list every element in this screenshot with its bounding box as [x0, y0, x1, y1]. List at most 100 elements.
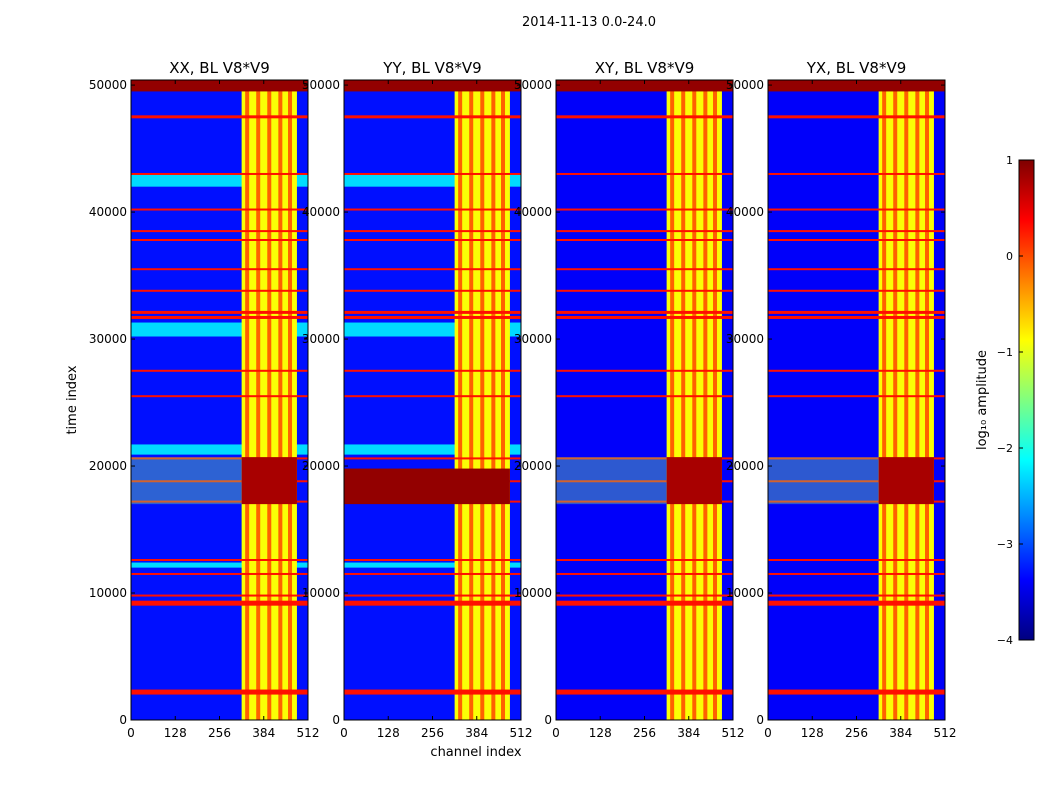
- flagged-row: [556, 310, 733, 314]
- y-tick-label: 10000: [726, 586, 764, 600]
- rfi-band-line: [681, 80, 686, 720]
- flagged-row: [131, 172, 308, 175]
- flagged-row: [344, 289, 521, 292]
- colorbar-tick-label: −4: [997, 634, 1013, 647]
- flagged-row: [556, 480, 733, 483]
- x-tick-label: 384: [677, 726, 700, 740]
- rfi-band-line: [925, 80, 930, 720]
- rfi-band-line: [480, 80, 485, 720]
- rfi-band-line: [469, 80, 474, 720]
- rfi-band-line: [278, 80, 283, 720]
- y-tick-label: 50000: [726, 78, 764, 92]
- x-axis-label: channel index: [430, 745, 521, 760]
- flagged-row: [556, 572, 733, 575]
- colorbar-scale: [1018, 159, 1035, 641]
- colorbar: 1 0 −1 −2 −3 −4: [997, 154, 1035, 647]
- rfi-band-line: [713, 80, 718, 720]
- y-tick-label: 0: [119, 713, 127, 727]
- rfi-band-line: [267, 80, 272, 720]
- heatmap-panels: XX, BL V8*V9 0 128 256 384 512 0 10000 20000 3000…: [89, 59, 957, 740]
- flagged-row: [344, 457, 521, 460]
- flagged-row: [556, 594, 733, 597]
- flagged-row: [556, 395, 733, 398]
- panel-body: [556, 80, 733, 720]
- flagged-row: [344, 559, 521, 561]
- x-tick-label: 128: [589, 726, 612, 740]
- flagged-row: [131, 395, 308, 398]
- rfi-band-line: [245, 80, 250, 720]
- flagged-row: [768, 310, 945, 314]
- x-tick-label: 128: [801, 726, 824, 740]
- heatmap-panel: XX, BL V8*V9 0 128 256 384 512 0 10000 20000 3000…: [89, 59, 320, 740]
- figure-title: 2014-11-13 0.0-24.0: [522, 15, 656, 30]
- x-tick-label: 256: [845, 726, 868, 740]
- flagged-row: [131, 594, 308, 597]
- x-tick-label: 512: [297, 726, 320, 740]
- flagged-row: [768, 239, 945, 241]
- x-tick-label: 384: [889, 726, 912, 740]
- flagged-row: [556, 208, 733, 211]
- y-tick-label: 10000: [514, 586, 552, 600]
- panel-body: [131, 80, 308, 720]
- flagged-row: [556, 500, 733, 503]
- x-tick-label: 256: [633, 726, 656, 740]
- rfi-band-line: [893, 80, 898, 720]
- y-tick-label: 30000: [514, 332, 552, 346]
- colorbar-label: log₁₀ amplitude: [975, 350, 990, 450]
- rfi-band-line: [491, 80, 496, 720]
- flagged-row: [344, 594, 521, 597]
- rfi-band-line: [458, 80, 463, 720]
- flagged-row: [556, 600, 733, 606]
- y-tick-label: 40000: [302, 205, 340, 219]
- flagged-row: [344, 395, 521, 398]
- heatmap-panel: XY, BL V8*V9 0 128 256 384 512 0 10000 20000 3000…: [514, 59, 745, 740]
- flagged-row: [556, 559, 733, 561]
- x-tick-label: 384: [252, 726, 275, 740]
- flagged-row: [131, 480, 308, 483]
- x-tick-label: 512: [934, 726, 957, 740]
- flagged-row: [556, 115, 733, 119]
- flagged-row: [344, 600, 521, 606]
- x-tick-label: 128: [164, 726, 187, 740]
- y-tick-label: 50000: [302, 78, 340, 92]
- x-tick-label: 256: [208, 726, 231, 740]
- flagged-row: [768, 230, 945, 233]
- colorbar-tick-label: −1: [997, 346, 1013, 359]
- top-row: [556, 80, 733, 92]
- rfi-band-line: [703, 80, 708, 720]
- flagged-row: [344, 310, 521, 314]
- y-tick-label: 10000: [89, 586, 127, 600]
- flagged-row: [344, 572, 521, 575]
- y-tick-label: 40000: [726, 205, 764, 219]
- flagged-row: [131, 457, 308, 460]
- weak-stripe: [131, 562, 308, 568]
- panel-title: XY, BL V8*V9: [595, 59, 695, 77]
- y-tick-label: 0: [332, 713, 340, 727]
- y-tick-label: 10000: [302, 586, 340, 600]
- x-tick-label: 0: [340, 726, 348, 740]
- y-tick-label: 0: [756, 713, 764, 727]
- flagged-row: [131, 239, 308, 241]
- rfi-band-line: [288, 80, 293, 720]
- panel-body: [344, 80, 521, 720]
- flagged-row: [768, 315, 945, 319]
- flagged-row: [556, 457, 733, 460]
- flagged-row: [556, 689, 733, 695]
- top-row: [768, 80, 945, 92]
- flagged-row: [131, 310, 308, 314]
- colorbar-tick-label: 1: [1006, 154, 1013, 167]
- y-axis-label: time index: [65, 365, 80, 434]
- flagged-row: [556, 268, 733, 271]
- flagged-row: [344, 230, 521, 233]
- y-tick-label: 30000: [302, 332, 340, 346]
- heatmap-panel: YX, BL V8*V9 0 128 256 384 512 0 10000 20000 3000…: [726, 59, 957, 740]
- x-tick-label: 512: [510, 726, 533, 740]
- strong-rfi-block: [344, 468, 510, 505]
- flagged-row: [344, 208, 521, 211]
- y-tick-label: 20000: [726, 459, 764, 473]
- flagged-row: [768, 289, 945, 292]
- weak-stripe: [131, 444, 308, 455]
- colorbar-tick-label: 0: [1006, 250, 1013, 263]
- flagged-row: [556, 369, 733, 372]
